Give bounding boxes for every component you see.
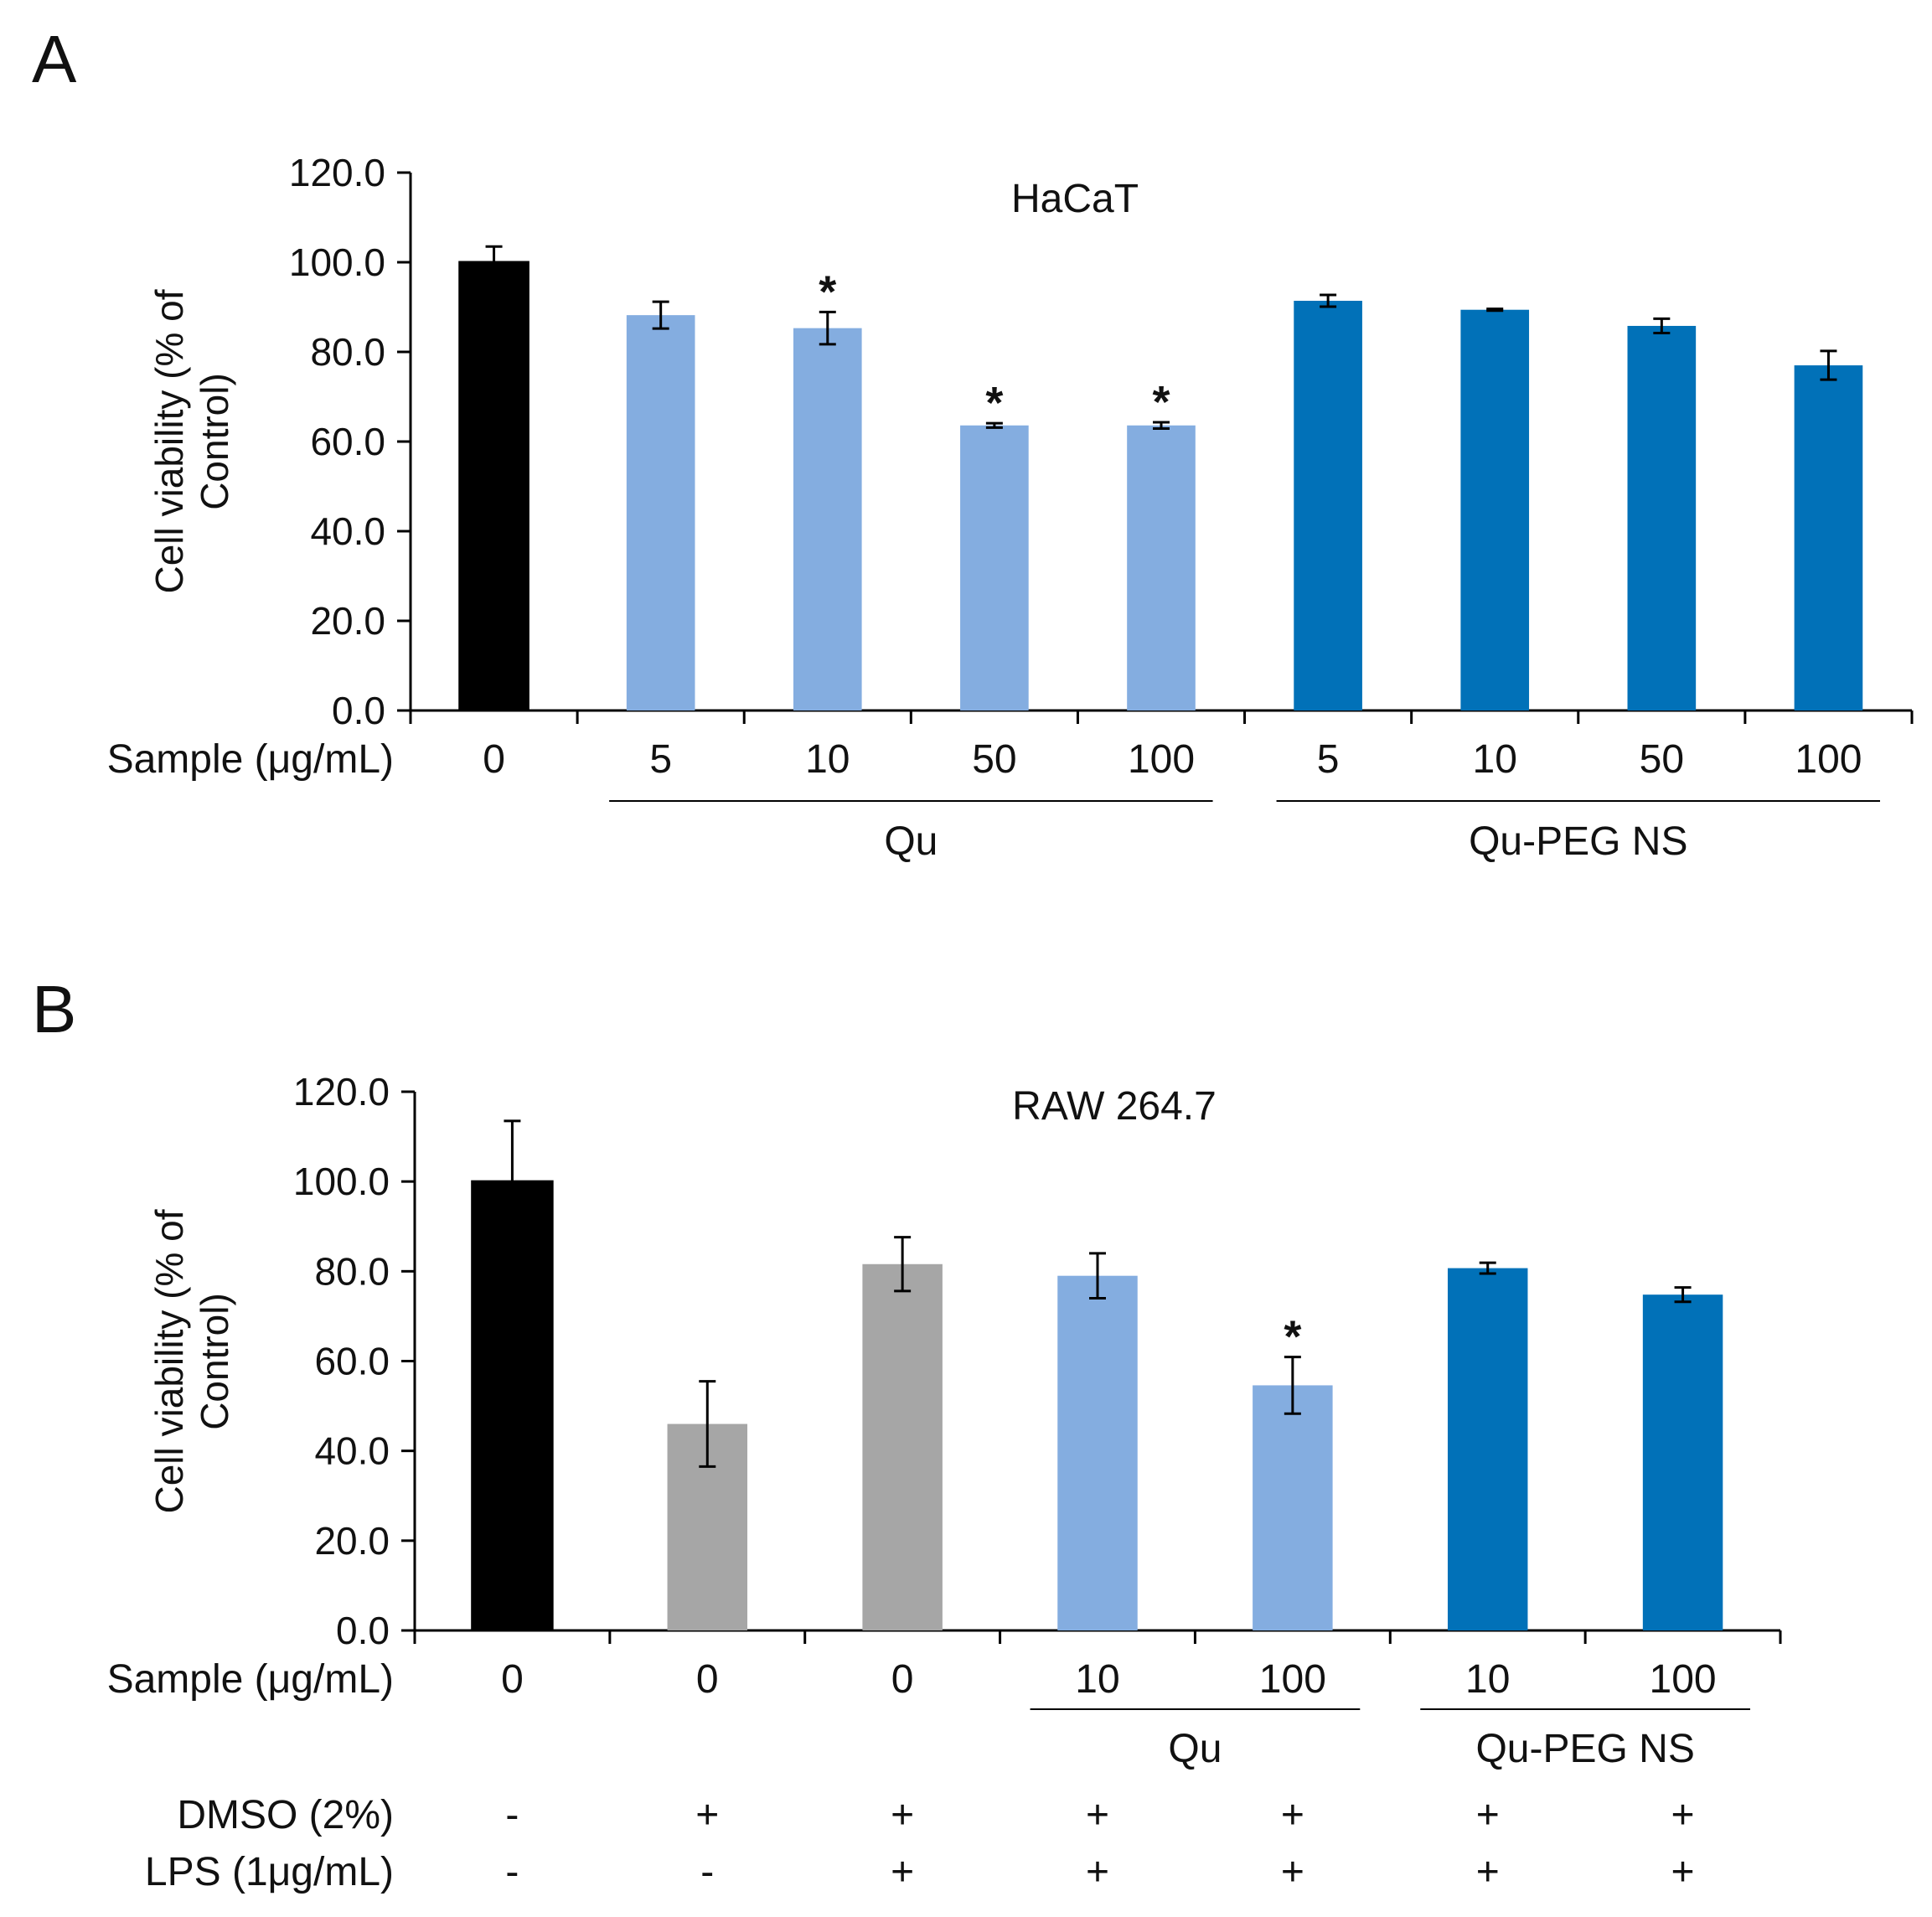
x-category-label: 0: [696, 1657, 719, 1702]
x-category-label: 0: [483, 737, 505, 782]
treatment-mark: -: [505, 1850, 519, 1894]
x-category-label: 50: [972, 737, 1016, 782]
significance-star: *: [819, 266, 836, 317]
treatment-mark: +: [1671, 1793, 1695, 1837]
significance-star: *: [985, 378, 1003, 428]
y-axis-label: Cell viability (% ofControl): [147, 289, 236, 593]
y-tick-label: 120.0: [293, 1070, 390, 1114]
panel-label-b: B: [32, 972, 76, 1046]
bar: [793, 328, 862, 710]
x-category-label: 100: [1795, 737, 1862, 782]
group-label: Qu: [884, 819, 938, 864]
bar: [1294, 301, 1362, 710]
treatment-mark: +: [1281, 1850, 1304, 1894]
bar: [862, 1263, 943, 1630]
y-tick-label: 60.0: [314, 1340, 390, 1383]
y-tick-label: 100.0: [293, 1160, 390, 1203]
treatment-mark: -: [505, 1793, 519, 1837]
treatment-mark: +: [1671, 1850, 1695, 1894]
chart-title: RAW 264.7: [1012, 1084, 1217, 1129]
group-label: Qu: [1168, 1727, 1222, 1771]
sample-row-label: Sample (μg/mL): [107, 737, 394, 782]
chart-title: HaCaT: [1011, 177, 1139, 221]
significance-star: *: [1284, 1312, 1301, 1362]
y-axis-label: Cell viability (% ofControl): [147, 1209, 236, 1513]
bar: [1253, 1385, 1333, 1630]
x-category-label: 0: [501, 1657, 524, 1702]
chart-panel-b: 0.0 20.0 40.0 60.0 80.0 100.0 120.0 Cell viabil…: [107, 1070, 1782, 1894]
bar: [1794, 365, 1863, 710]
treatment-row-label: LPS (1μg/mL): [145, 1850, 394, 1894]
bar: [1460, 309, 1530, 710]
x-category-label: 5: [1317, 737, 1340, 782]
bar: [1627, 325, 1697, 710]
treatment-mark: -: [700, 1850, 714, 1894]
chart-panel-a: 0.0 20.0 40.0 60.0 80.0 100.0 120.0 Cell viabil…: [107, 151, 1914, 864]
y-tick-label: 20.0: [310, 599, 385, 643]
x-category-label: 100: [1259, 1657, 1326, 1702]
significance-star: *: [1152, 377, 1170, 427]
treatment-row-label: DMSO (2%): [177, 1793, 394, 1837]
treatment-mark: +: [891, 1793, 914, 1837]
y-tick-label: 0.0: [336, 1609, 390, 1652]
y-tick-label: 80.0: [314, 1249, 390, 1293]
treatment-mark: +: [695, 1793, 719, 1837]
x-category-label: 50: [1640, 737, 1684, 782]
bar: [1057, 1275, 1138, 1630]
bar: [458, 261, 529, 712]
treatment-mark: +: [1281, 1793, 1304, 1837]
y-tick-label: 0.0: [332, 689, 385, 732]
x-category-label: 10: [805, 737, 850, 782]
treatment-mark: +: [1086, 1793, 1109, 1837]
bar: [626, 315, 695, 710]
x-category-label: 5: [649, 737, 672, 782]
y-tick-label: 40.0: [310, 509, 385, 553]
x-category-label: 10: [1473, 737, 1517, 782]
x-category-label: 10: [1465, 1657, 1510, 1702]
y-tick-label: 40.0: [314, 1429, 390, 1473]
bar: [1447, 1268, 1528, 1630]
panel-label-a: A: [32, 22, 77, 96]
treatment-mark: +: [1476, 1793, 1500, 1837]
y-tick-label: 60.0: [310, 420, 385, 463]
bar: [471, 1180, 554, 1632]
y-tick-label: 80.0: [310, 330, 385, 374]
group-label: Qu-PEG NS: [1469, 819, 1687, 864]
y-tick-label: 100.0: [289, 240, 385, 284]
bar: [1642, 1294, 1723, 1630]
bar: [1127, 425, 1196, 710]
group-label: Qu-PEG NS: [1475, 1727, 1694, 1771]
x-category-label: 10: [1075, 1657, 1119, 1702]
bar: [960, 425, 1029, 710]
x-category-label: 0: [891, 1657, 914, 1702]
y-tick-label: 120.0: [289, 151, 385, 194]
x-category-label: 100: [1128, 737, 1195, 782]
treatment-mark: +: [1086, 1850, 1109, 1894]
x-category-label: 100: [1650, 1657, 1717, 1702]
y-tick-label: 20.0: [314, 1519, 390, 1563]
sample-row-label: Sample (μg/mL): [107, 1657, 394, 1702]
treatment-mark: +: [1476, 1850, 1500, 1894]
treatment-mark: +: [891, 1850, 914, 1894]
